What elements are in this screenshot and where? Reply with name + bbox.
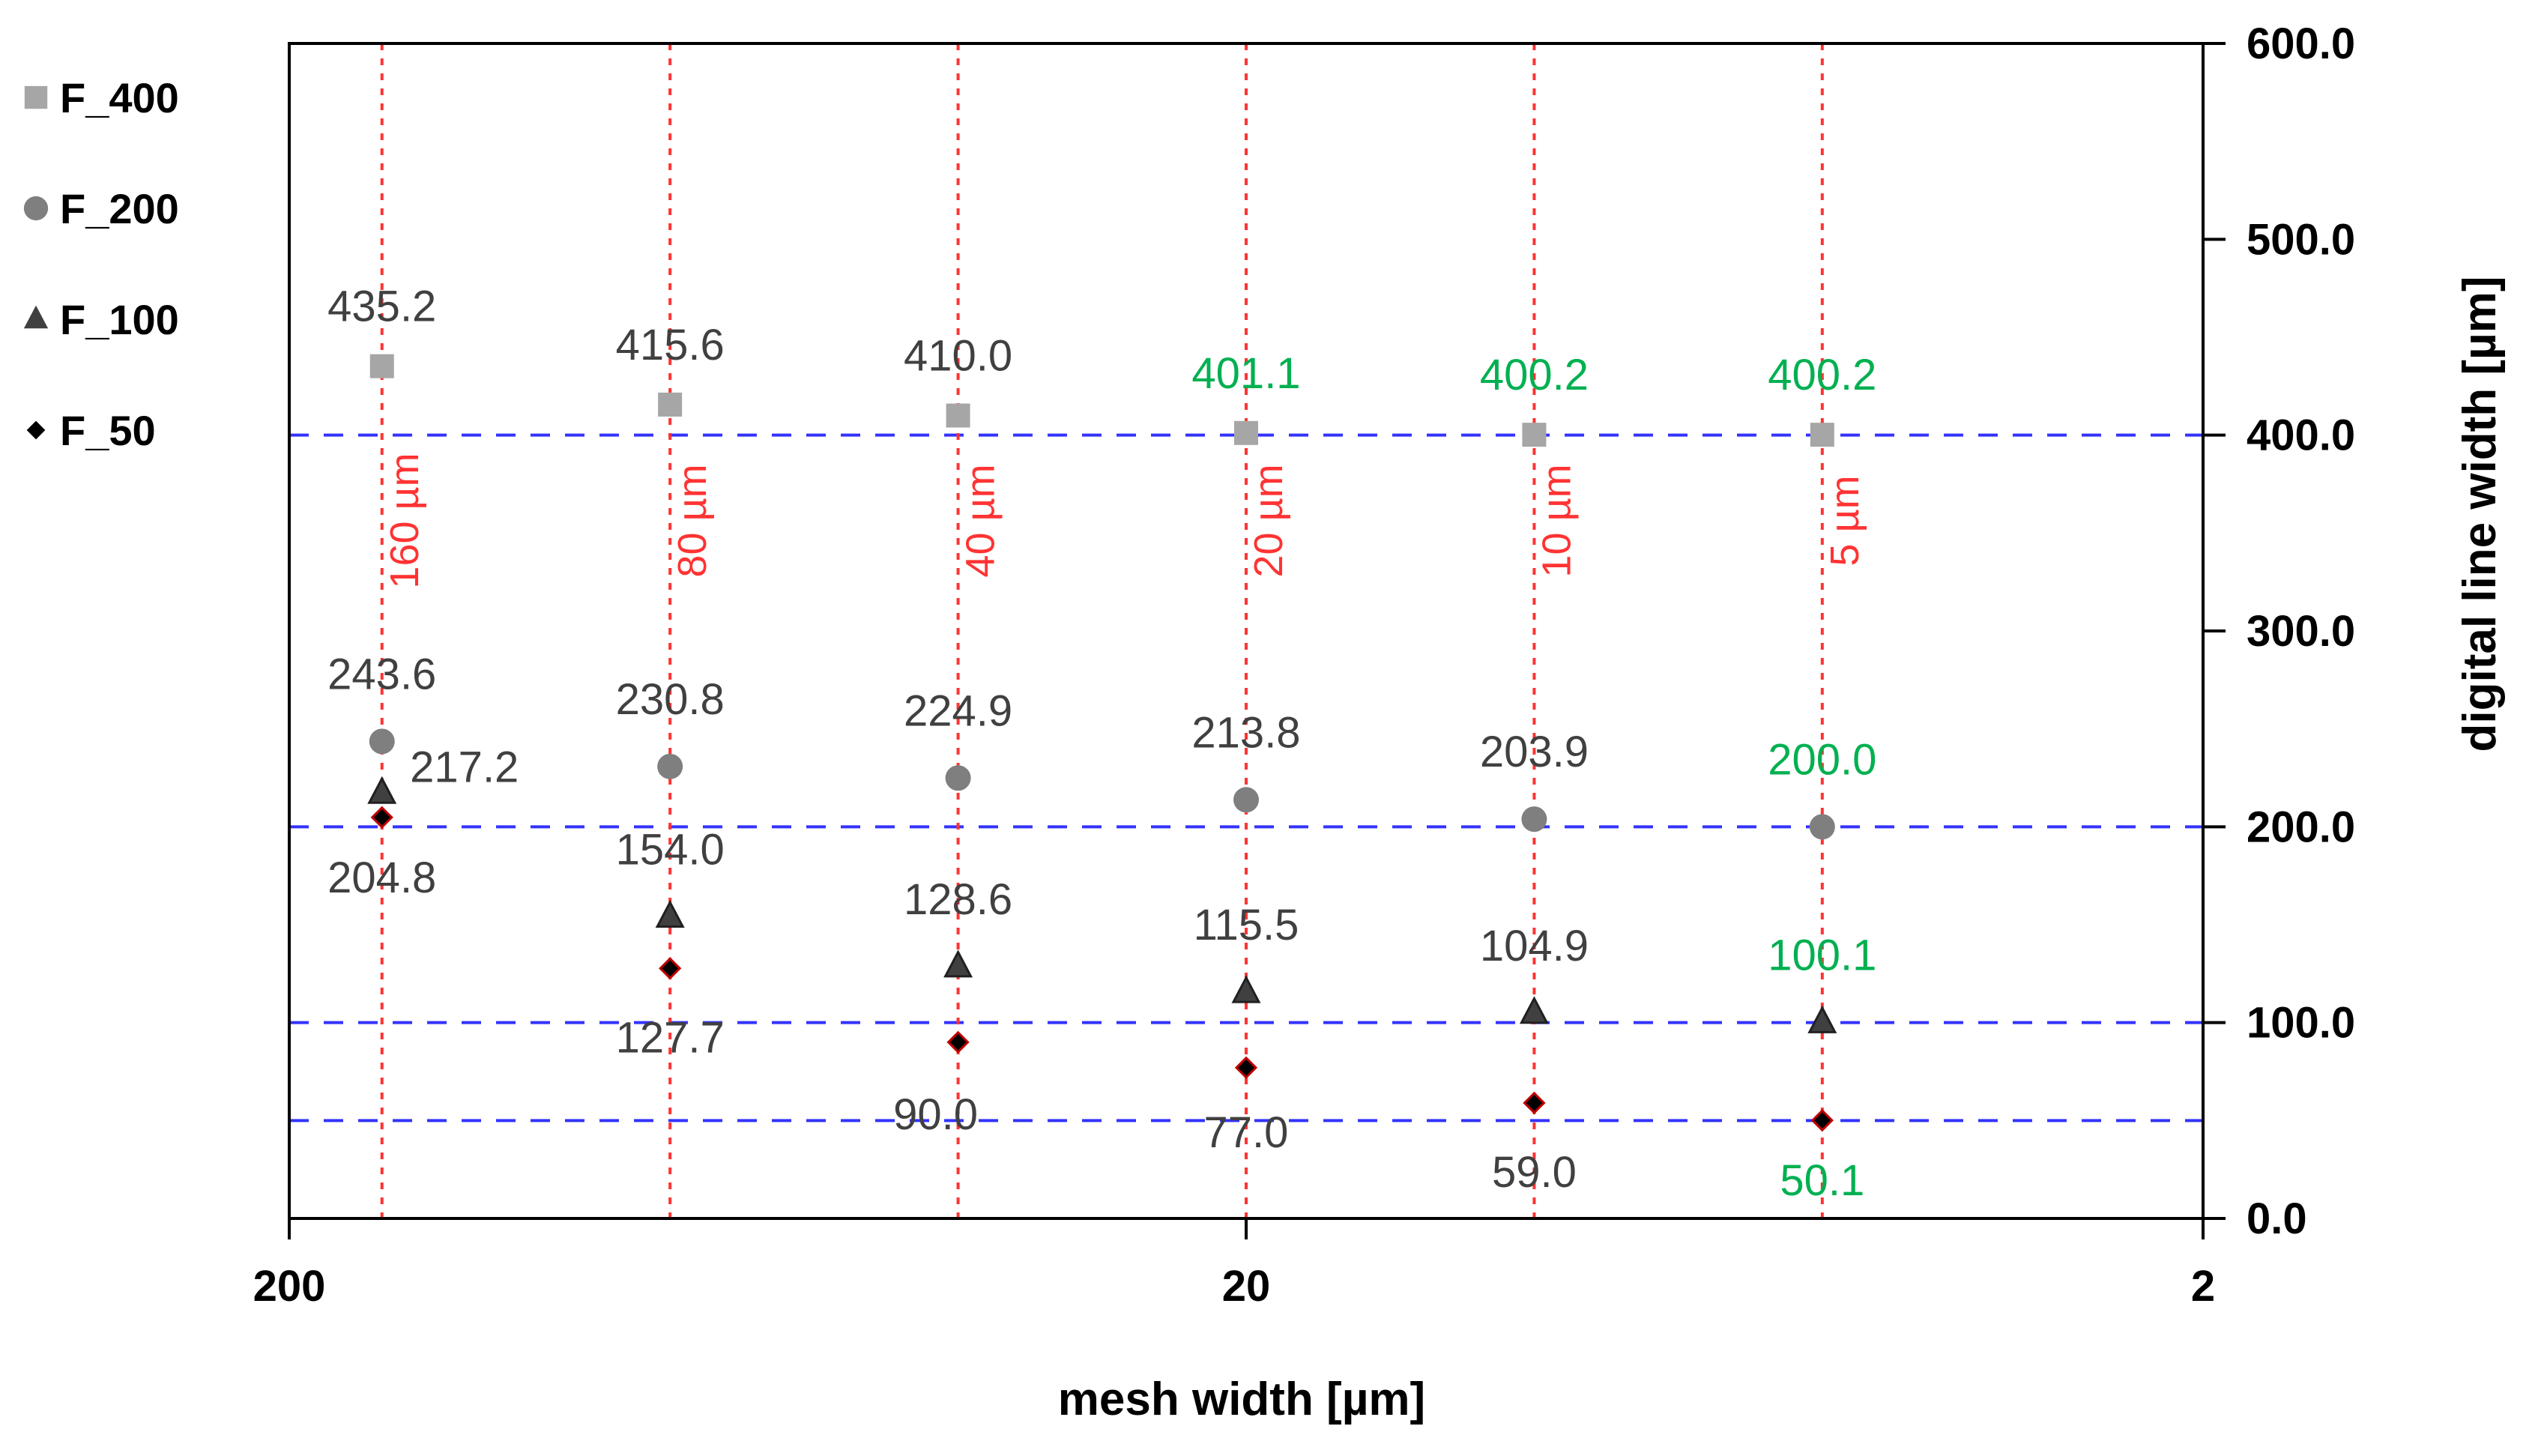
mesh-label: 10 µm [1534, 464, 1579, 577]
data-label-f-50: 77.0 [1204, 1108, 1289, 1157]
y-tick-label: 500.0 [2247, 215, 2355, 264]
data-label-f-50: 50.1 [1780, 1156, 1864, 1205]
data-label-f-100: 104.9 [1480, 922, 1589, 970]
marker-f-100 [367, 776, 397, 804]
data-labels: 435.2 415.6 410.0 401.1 400.2 400.2 243.6 230.8… [327, 283, 1876, 1205]
data-label-f-200: 243.6 [327, 650, 436, 698]
legend-label-f-50: F_50 [60, 407, 156, 454]
x-axis-title: mesh width [µm] [1058, 1374, 1425, 1425]
marker-f-200 [1521, 806, 1547, 833]
data-label-f-400: 415.6 [616, 321, 725, 369]
data-label-f-200: 230.8 [616, 675, 725, 724]
marker-f-100 [655, 899, 685, 928]
marker-f-50 [1234, 1056, 1258, 1079]
legend-marker-f-50 [26, 420, 46, 440]
mesh-label: 20 µm [1246, 464, 1291, 577]
y-tick-label: 100.0 [2247, 999, 2355, 1048]
data-label-f-50: 90.0 [893, 1090, 978, 1139]
mesh-label: 80 µm [670, 464, 715, 577]
marker-f-50 [370, 806, 393, 829]
data-label-f-400: 400.2 [1768, 351, 1876, 399]
data-label-f-400: 401.1 [1191, 349, 1300, 398]
marker-f-100 [943, 949, 973, 978]
data-label-f-100: 115.5 [1194, 901, 1299, 949]
marker-f-400 [1234, 420, 1258, 445]
y-axis-title: digital line width [µm] [2454, 276, 2506, 752]
data-label-f-400: 400.2 [1480, 351, 1589, 399]
data-markers [367, 354, 1837, 1132]
data-label-f-50: 59.0 [1492, 1148, 1577, 1197]
mesh-label: 40 µm [958, 464, 1003, 577]
marker-f-400 [658, 392, 683, 417]
x-tick-label: 200 [253, 1262, 326, 1311]
marker-f-100 [1807, 1005, 1837, 1033]
marker-f-200 [657, 753, 683, 779]
marker-f-200 [945, 765, 971, 791]
data-label-f-50: 127.7 [616, 1013, 725, 1062]
data-label-f-400: 410.0 [904, 332, 1012, 381]
data-label-f-200: 203.9 [1480, 728, 1589, 776]
data-label-f-100: 154.0 [616, 826, 725, 874]
marker-f-200 [1233, 787, 1259, 813]
legend: F_400 F_200 F_100 F_50 [23, 74, 179, 454]
mesh-lines: 160 µm 80 µm 40 µm 20 µm 10 µm 5 µm [380, 43, 1867, 1218]
data-label-f-200: 224.9 [904, 686, 1012, 735]
legend-marker-f-400 [24, 85, 48, 109]
y-tick-label: 600.0 [2247, 19, 2355, 68]
data-label-f-100: 217.2 [410, 743, 519, 791]
x-tick-label: 2 [2191, 1262, 2215, 1311]
marker-f-400 [369, 354, 394, 378]
marker-f-50 [946, 1030, 970, 1054]
marker-f-100 [1231, 975, 1261, 1003]
marker-f-400 [1522, 423, 1547, 447]
marker-f-100 [1519, 996, 1549, 1024]
legend-label-f-400: F_400 [60, 74, 179, 121]
legend-label-f-100: F_100 [60, 296, 179, 343]
marker-f-50 [659, 957, 682, 980]
mesh-label: 160 µm [382, 453, 427, 588]
data-label-f-50: 204.8 [327, 854, 436, 902]
mesh-label: 5 µm [1822, 475, 1867, 566]
legend-marker-f-200 [23, 196, 49, 221]
data-label-f-400: 435.2 [327, 283, 436, 331]
marker-f-50 [1810, 1108, 1834, 1132]
marker-f-50 [1523, 1091, 1546, 1114]
x-axis-ticks: 200 20 2 [253, 1218, 2215, 1311]
reference-lines [289, 433, 2203, 1123]
data-label-f-200: 213.8 [1191, 708, 1300, 757]
legend-label-f-200: F_200 [60, 185, 179, 232]
marker-f-400 [1810, 423, 1834, 447]
y-tick-label: 0.0 [2247, 1194, 2307, 1243]
data-label-f-200: 200.0 [1768, 735, 1876, 784]
data-label-f-100: 128.6 [904, 875, 1012, 924]
y-tick-label: 300.0 [2247, 607, 2355, 656]
marker-f-200 [369, 728, 395, 755]
data-label-f-100: 100.1 [1768, 931, 1876, 979]
marker-f-200 [1809, 814, 1835, 840]
y-tick-label: 200.0 [2247, 803, 2355, 851]
y-tick-label: 400.0 [2247, 411, 2355, 460]
marker-f-400 [946, 403, 970, 428]
x-tick-label: 20 [1222, 1262, 1271, 1311]
legend-marker-f-100 [23, 305, 49, 329]
y-axis-ticks: 0.0 100.0 200.0 300.0 400.0 500.0 600.0 [2203, 19, 2355, 1243]
